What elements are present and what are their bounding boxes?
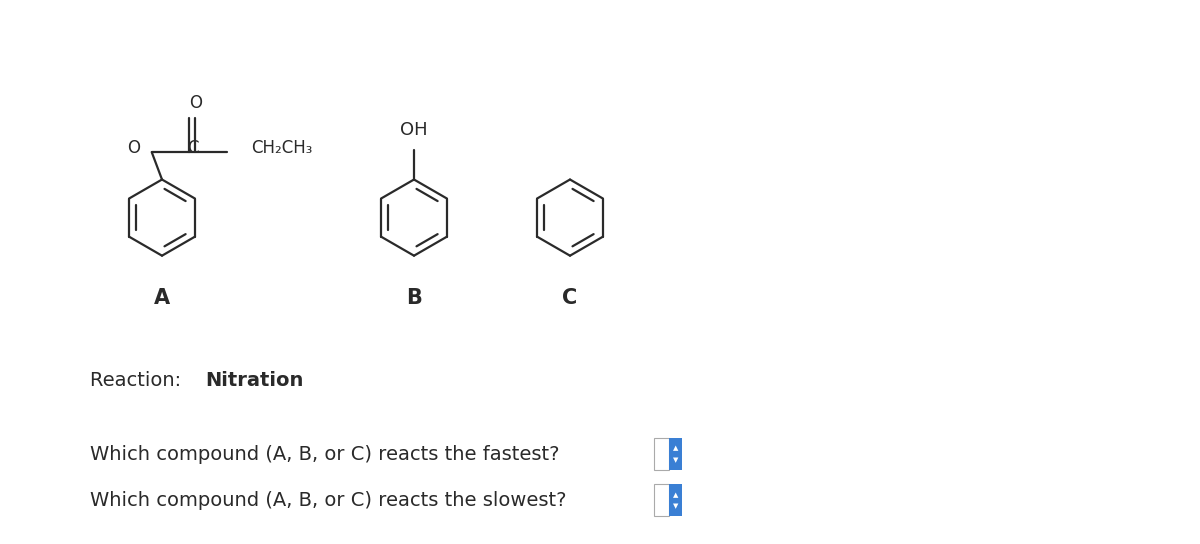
Text: ▼: ▼ xyxy=(673,457,678,463)
Text: O: O xyxy=(127,139,139,157)
Text: OH: OH xyxy=(400,121,428,139)
Text: C: C xyxy=(187,139,198,157)
Text: C: C xyxy=(563,288,577,308)
Text: A: A xyxy=(154,288,170,308)
Text: ▲: ▲ xyxy=(673,492,678,498)
Text: Which compound (A, B, or C) reacts the slowest?: Which compound (A, B, or C) reacts the s… xyxy=(90,491,566,510)
Text: Which compound (A, B, or C) reacts the fastest?: Which compound (A, B, or C) reacts the f… xyxy=(90,445,559,463)
Text: Nitration: Nitration xyxy=(205,372,304,390)
Text: ▼: ▼ xyxy=(673,503,678,509)
FancyBboxPatch shape xyxy=(654,438,670,470)
Text: ▲: ▲ xyxy=(673,446,678,452)
FancyBboxPatch shape xyxy=(654,485,670,516)
FancyBboxPatch shape xyxy=(670,485,682,516)
Text: CH₂CH₃: CH₂CH₃ xyxy=(252,139,313,157)
Text: O: O xyxy=(188,94,202,112)
Text: B: B xyxy=(406,288,422,308)
Text: Reaction:: Reaction: xyxy=(90,372,187,390)
FancyBboxPatch shape xyxy=(670,438,682,470)
